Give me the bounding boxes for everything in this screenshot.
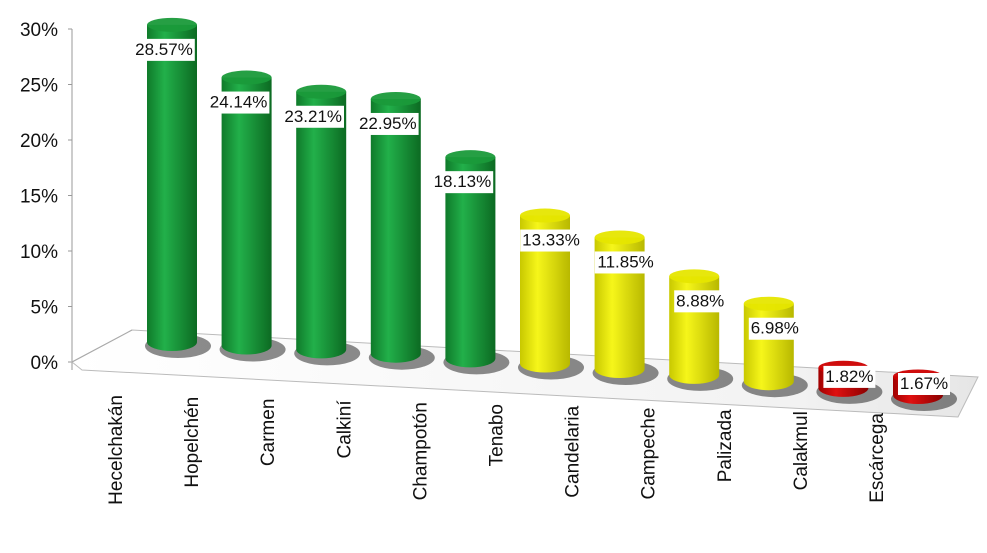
bar-hecelchakán <box>145 17 211 358</box>
bar-tenabo <box>518 208 584 380</box>
data-label-bg <box>674 290 727 313</box>
bar-body <box>520 215 570 373</box>
bar-top <box>669 269 720 284</box>
category-labels-layer: Hecelchakán Hopelchén Carmen Calkiní Champot… <box>106 395 888 505</box>
bar-carmen <box>294 84 361 366</box>
data-label-text: 18.13% <box>434 172 492 191</box>
bar-campeche <box>667 269 734 391</box>
floor-edge <box>71 329 133 363</box>
data-label: 1.67% <box>898 373 950 395</box>
bar-hopelchén <box>219 70 286 362</box>
bar-body <box>296 91 347 359</box>
data-label-text: 22.95% <box>359 114 417 133</box>
x-category-label: Hopelchén <box>182 397 203 488</box>
data-label-bg <box>431 171 494 194</box>
data-label-text: 6.98% <box>751 319 799 338</box>
data-label-bg <box>823 365 876 388</box>
data-label-bg <box>282 105 344 128</box>
axis-layer: 0% 5% 10% 15% 20% 25% 30% <box>20 20 73 374</box>
data-label: 22.95% <box>357 112 419 135</box>
data-label-bg <box>594 251 657 274</box>
bar-calkiní <box>368 91 435 370</box>
x-category-label: Tenabo <box>487 404 508 466</box>
x-category-label: Champotón <box>410 402 431 500</box>
bar-top <box>445 150 496 165</box>
x-category-label: Hecelchakán <box>106 395 127 505</box>
bar-body <box>445 157 496 368</box>
x-category-label: Calakmul <box>791 411 812 490</box>
bar-champotón <box>443 150 510 375</box>
bar-top <box>296 84 347 99</box>
data-label-bg <box>520 229 582 252</box>
bar-top <box>743 296 794 311</box>
y-tick-label: 30% <box>20 20 58 41</box>
bar-body <box>221 77 272 355</box>
bar-top <box>594 230 645 245</box>
bar-body <box>147 24 197 352</box>
data-label: 1.82% <box>823 365 876 388</box>
data-label-text: 1.82% <box>825 367 873 386</box>
data-label: 28.57% <box>133 38 195 61</box>
data-label-text: 24.14% <box>210 93 268 112</box>
y-tick-label: 0% <box>31 353 59 374</box>
x-category-label: Candelaria <box>563 405 584 497</box>
data-label: 8.88% <box>674 290 727 313</box>
y-tick-label: 15% <box>20 187 58 208</box>
data-labels-layer: 28.57% 24.14% 23.21% 22.95% 18.13% 13.33% 11.8… <box>133 38 950 395</box>
bars-layer <box>145 17 957 411</box>
data-label-bg <box>357 112 419 135</box>
x-category-label: Escárcega <box>867 413 888 503</box>
bar-body <box>743 303 794 391</box>
data-label: 23.21% <box>282 105 344 128</box>
data-label-bg <box>898 373 950 395</box>
bar-palizada <box>741 296 808 398</box>
y-tick-label: 5% <box>31 298 59 319</box>
x-category-label: Calkiní <box>334 400 355 459</box>
y-tick-label: 25% <box>20 76 58 97</box>
data-label-text: 1.67% <box>900 374 948 393</box>
data-label-bg <box>207 91 270 114</box>
bar-body <box>370 98 421 363</box>
x-category-label: Campeche <box>639 408 660 500</box>
y-tick-label: 10% <box>20 242 58 263</box>
data-label-text: 8.88% <box>676 291 724 310</box>
x-category-label: Carmen <box>258 399 279 467</box>
data-label-text: 23.21% <box>284 107 342 126</box>
bar-top <box>221 70 272 85</box>
data-label: 11.85% <box>594 251 657 274</box>
data-label-bg <box>748 317 801 340</box>
data-label-text: 13.33% <box>522 231 580 250</box>
bar-top <box>370 91 421 106</box>
data-label-bg <box>133 38 195 61</box>
data-label: 13.33% <box>520 229 582 252</box>
y-tick-label: 20% <box>20 131 58 152</box>
bar-top <box>520 208 570 223</box>
data-label: 6.98% <box>748 317 801 340</box>
data-label: 24.14% <box>207 91 270 114</box>
bar-top <box>147 17 197 32</box>
data-label-text: 11.85% <box>597 252 653 271</box>
data-label: 18.13% <box>431 171 494 194</box>
x-category-label: Palizada <box>715 409 736 482</box>
data-label-text: 28.57% <box>135 40 193 59</box>
